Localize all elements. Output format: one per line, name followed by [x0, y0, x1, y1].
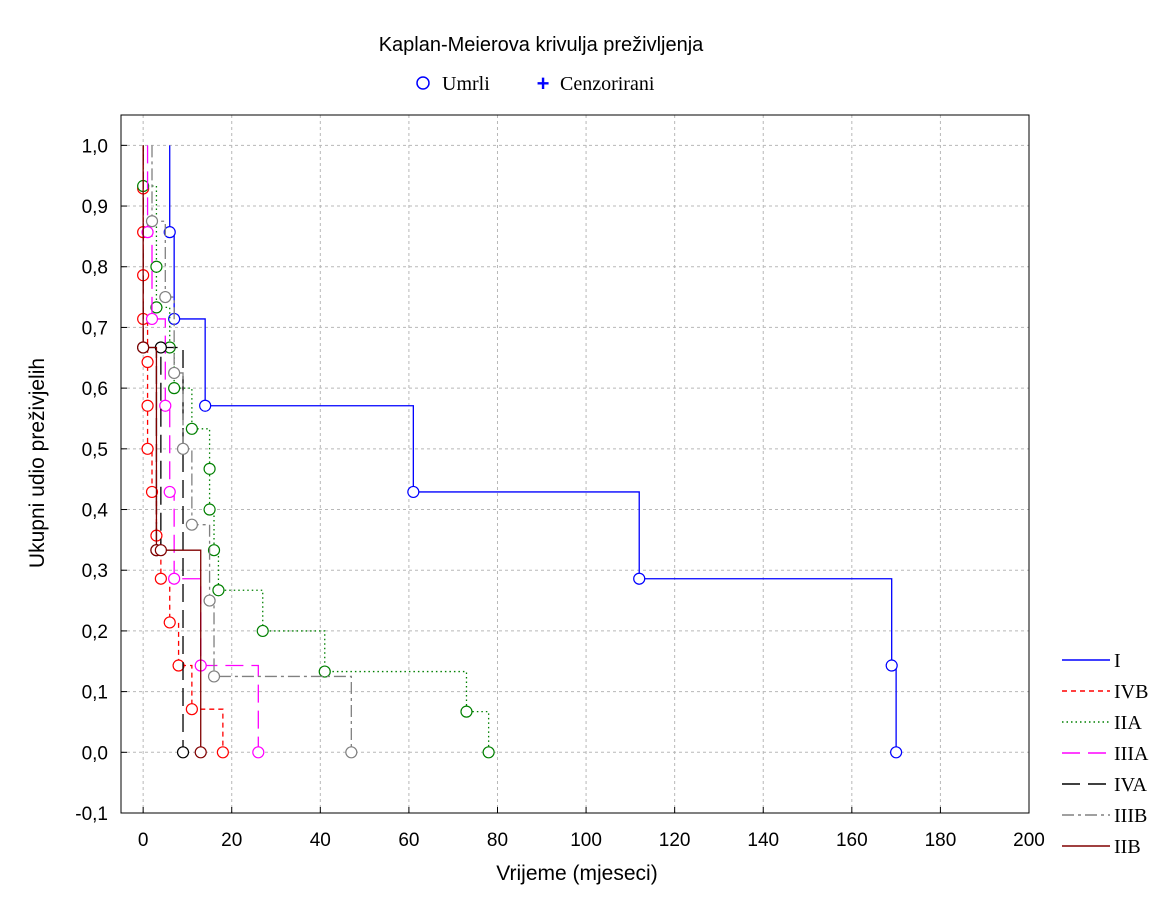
event-marker [256, 624, 269, 638]
x-tick-label: 200 [1013, 830, 1045, 851]
event-marker [168, 382, 181, 395]
x-tick-label: 80 [487, 830, 508, 851]
legend-label-iiia: IIIA [1114, 743, 1149, 765]
x-tick-label: 0 [138, 830, 149, 851]
event-marker [163, 226, 176, 239]
y-tick-label: 0,7 [82, 318, 108, 339]
event-marker [154, 572, 167, 585]
marker-legend-died: Umrli [442, 73, 490, 95]
grid [121, 115, 1030, 814]
event-marker [482, 746, 495, 759]
event-marker [203, 503, 216, 516]
legend-label-iia: IIA [1114, 712, 1142, 734]
event-marker [150, 301, 163, 314]
marker-legend: Umrli + Cenzorirani [416, 71, 655, 96]
event-marker [163, 616, 176, 629]
event-marker [154, 544, 167, 557]
event-marker [145, 312, 159, 326]
event-marker [216, 746, 229, 759]
event-marker [185, 518, 198, 531]
y-tick-label: 0,1 [82, 683, 108, 704]
event-marker [203, 462, 216, 475]
legend-label-iiib: IIIB [1114, 805, 1147, 827]
series-iib [137, 145, 207, 759]
legend-label-ivb: IVB [1114, 681, 1148, 703]
event-marker [168, 366, 181, 380]
event-marker [150, 260, 163, 273]
event-marker [145, 215, 159, 228]
series-legend: I IVB IIA IIIA IVA IIIB IIB [1062, 650, 1149, 858]
series-iiib [145, 145, 358, 759]
event-marker [207, 544, 221, 557]
y-axis-label: Ukupni udio preživjelih [26, 358, 49, 568]
y-tick-label: 0,5 [82, 440, 108, 461]
event-marker [199, 399, 212, 412]
legend-label-iva: IVA [1114, 774, 1148, 796]
chart-title: Kaplan-Meierova krivulja preživljenja [379, 34, 704, 56]
x-tick-label: 180 [925, 830, 957, 851]
survival-curve-i [169, 145, 897, 753]
event-marker [633, 572, 646, 585]
y-tick-label: -0,1 [75, 804, 108, 825]
x-tick-label: 140 [747, 830, 779, 851]
x-tick-label: 100 [570, 830, 602, 851]
survival-curves [137, 145, 903, 759]
event-marker [252, 746, 265, 759]
event-marker [176, 442, 190, 455]
y-tick-label: 0,8 [82, 258, 108, 279]
event-marker [141, 399, 154, 412]
event-marker [172, 659, 185, 672]
x-tick-label: 120 [659, 830, 691, 851]
x-tick-label: 60 [398, 830, 419, 851]
y-tick-label: 0,2 [82, 622, 108, 643]
y-tick-label: 0,3 [82, 561, 108, 582]
x-tick-label: 40 [310, 830, 331, 851]
event-marker [141, 226, 154, 239]
event-marker [207, 670, 221, 683]
plot-frame [120, 114, 1030, 814]
event-marker [460, 705, 473, 718]
event-marker [318, 665, 331, 678]
event-marker [885, 659, 898, 672]
legend-label-iib: IIB [1114, 836, 1141, 858]
event-marker [212, 584, 225, 597]
y-axis-ticks: -0,1 0,0 0,1 0,2 0,3 0,4 0,5 0,6 0,7 0,8 0,9 1,0 [75, 136, 127, 825]
marker-legend-censored: Cenzorirani [560, 73, 655, 95]
series-i [163, 145, 903, 759]
y-tick-label: 0,9 [82, 197, 108, 218]
event-marker [194, 746, 207, 759]
y-tick-label: 0,6 [82, 379, 108, 400]
series-iia [137, 145, 495, 759]
event-marker [407, 485, 420, 499]
x-axis-ticks: 0 20 40 60 80 100 120 140 160 180 200 [138, 807, 1045, 851]
event-marker [176, 746, 190, 759]
event-marker [185, 703, 198, 716]
y-tick-label: 0,0 [82, 743, 108, 764]
event-marker [159, 290, 172, 304]
x-axis-label: Vrijeme (mjeseci) [496, 862, 657, 885]
event-marker [163, 485, 176, 499]
event-marker [168, 572, 181, 585]
event-marker [890, 746, 903, 759]
survival-curve-iia [142, 145, 490, 753]
event-marker [203, 594, 216, 607]
died-marker-icon [416, 76, 430, 90]
y-tick-label: 0,4 [82, 501, 109, 522]
event-marker [345, 746, 358, 759]
event-marker [141, 355, 154, 369]
event-marker [141, 442, 154, 455]
legend-label-i: I [1114, 650, 1121, 672]
event-marker [185, 422, 198, 435]
event-marker [159, 399, 172, 412]
x-tick-label: 160 [836, 830, 868, 851]
event-marker [145, 485, 159, 499]
event-marker [137, 341, 150, 354]
censored-marker-icon: + [537, 71, 550, 96]
y-tick-label: 1,0 [82, 136, 108, 157]
x-tick-label: 20 [221, 830, 242, 851]
